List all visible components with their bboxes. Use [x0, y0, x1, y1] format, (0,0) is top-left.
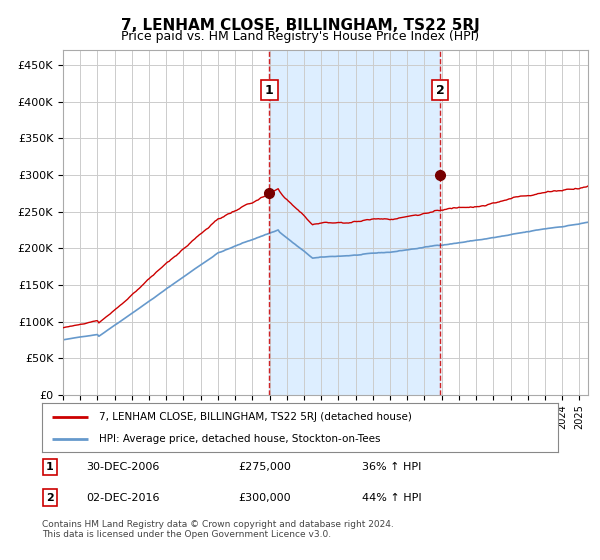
Text: 30-DEC-2006: 30-DEC-2006: [86, 462, 159, 472]
Text: 2: 2: [46, 493, 53, 502]
Text: £300,000: £300,000: [238, 493, 291, 502]
Text: 7, LENHAM CLOSE, BILLINGHAM, TS22 5RJ: 7, LENHAM CLOSE, BILLINGHAM, TS22 5RJ: [121, 18, 479, 33]
Text: 2: 2: [436, 83, 445, 96]
Text: £275,000: £275,000: [238, 462, 291, 472]
Text: 1: 1: [265, 83, 274, 96]
Text: 36% ↑ HPI: 36% ↑ HPI: [362, 462, 421, 472]
Text: 7, LENHAM CLOSE, BILLINGHAM, TS22 5RJ (detached house): 7, LENHAM CLOSE, BILLINGHAM, TS22 5RJ (d…: [99, 412, 412, 422]
Text: HPI: Average price, detached house, Stockton-on-Tees: HPI: Average price, detached house, Stoc…: [99, 434, 380, 444]
Text: Price paid vs. HM Land Registry's House Price Index (HPI): Price paid vs. HM Land Registry's House …: [121, 30, 479, 43]
Bar: [269, 50, 440, 395]
Text: 44% ↑ HPI: 44% ↑ HPI: [362, 493, 422, 502]
Text: Contains HM Land Registry data © Crown copyright and database right 2024.
This d: Contains HM Land Registry data © Crown c…: [42, 520, 394, 539]
Text: 1: 1: [46, 462, 53, 472]
Text: 02-DEC-2016: 02-DEC-2016: [86, 493, 160, 502]
